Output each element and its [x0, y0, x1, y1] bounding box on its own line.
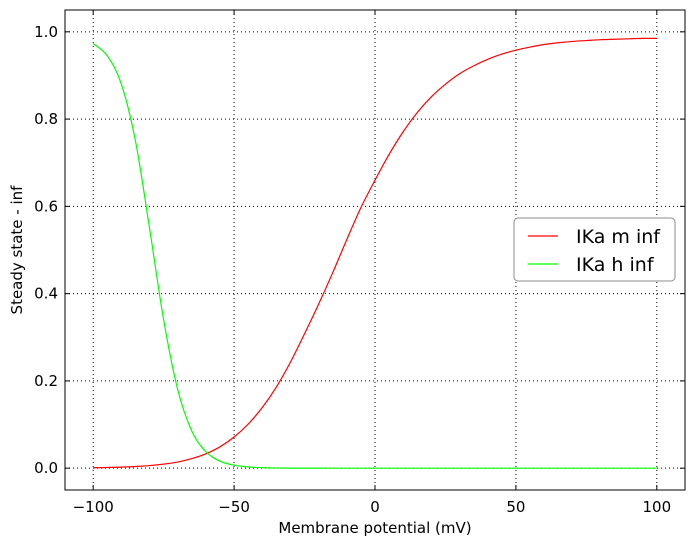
x-tick-label: 0: [370, 498, 380, 516]
legend-label-ika-m-inf: IKa m inf: [576, 226, 661, 248]
series-line-ika-h-inf: [92, 43, 657, 469]
x-tick-label: 50: [506, 498, 525, 516]
y-tick-label: 0.6: [34, 197, 58, 215]
tick-layer: −100 −50 0 50 100 0.0 0.2 0.4 0.6 0.8 1.0: [34, 10, 685, 516]
y-tick-label: 0.8: [34, 110, 58, 128]
x-tick-label: −50: [218, 498, 250, 516]
series-layer: [92, 37, 657, 469]
series-line-ika-m-inf: [93, 37, 657, 469]
grid-layer: [65, 10, 685, 490]
x-axis-title: Membrane potential (mV): [278, 519, 471, 537]
y-tick-label: 0.2: [34, 372, 58, 390]
x-tick-label: 100: [642, 498, 671, 516]
legend-box: [513, 217, 676, 282]
legend-label-ika-h-inf: IKa h inf: [576, 254, 655, 276]
y-tick-label: 1.0: [34, 23, 58, 41]
x-tick-label: −100: [73, 498, 114, 516]
y-tick-label: 0.0: [34, 459, 58, 477]
legend: IKa m inf IKa h inf: [513, 217, 676, 282]
y-tick-label: 0.4: [34, 285, 58, 303]
y-axis-title: Steady state - inf: [8, 185, 26, 315]
